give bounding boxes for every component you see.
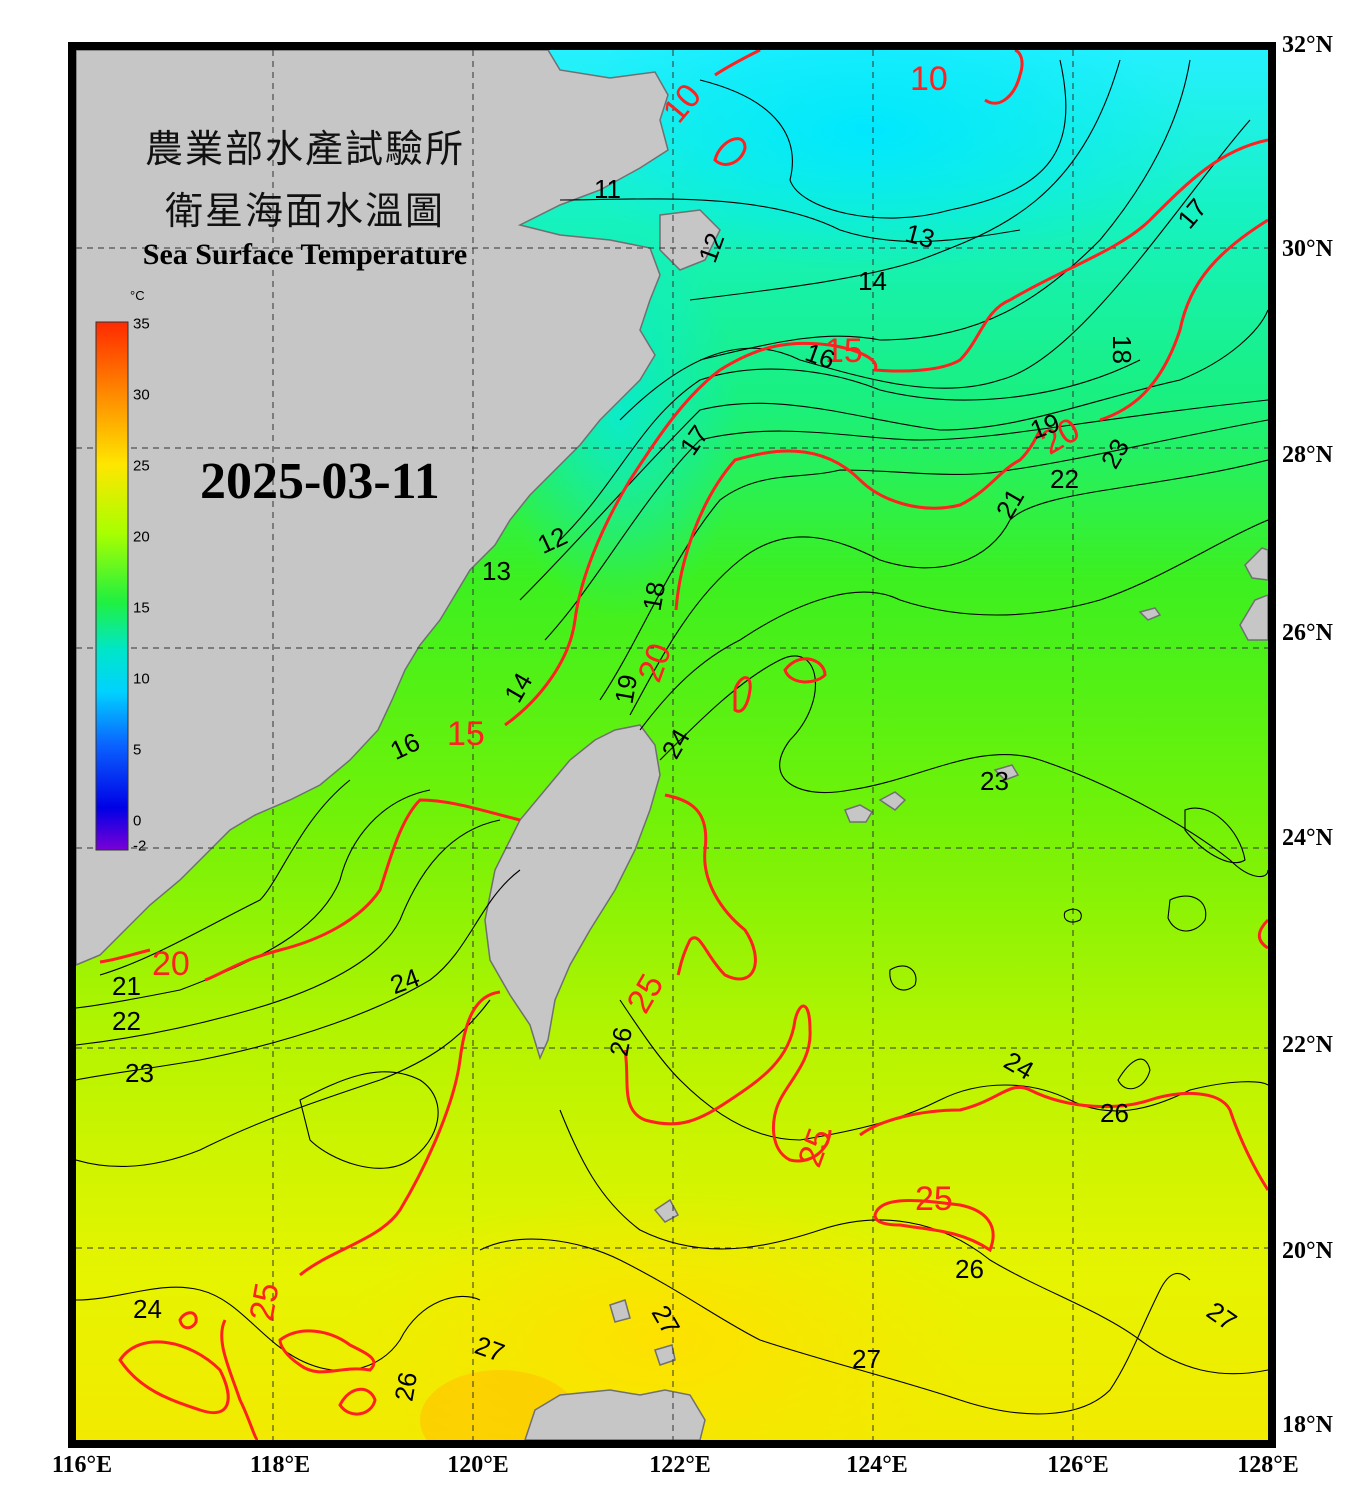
colorbar	[95, 321, 129, 851]
latitude-label: 32°N	[1282, 32, 1333, 58]
ryukyu-island-3	[993, 764, 1020, 781]
contour-label: 18	[1107, 335, 1137, 364]
contour-label: 26	[1100, 1098, 1129, 1128]
contour-label: 22	[1050, 464, 1079, 494]
isotherm-25-loop4	[338, 1387, 377, 1416]
isotherm-25-sw	[220, 1319, 259, 1440]
colorbar-tick: 30	[133, 386, 150, 404]
contour-label: 23	[125, 1058, 154, 1088]
philippine-island-1	[653, 1198, 680, 1223]
isotherm-25-loop3	[278, 1329, 376, 1374]
ryukyu-island-2	[878, 791, 907, 811]
contour-label: 22	[112, 1006, 141, 1036]
latitude-label: 26°N	[1282, 620, 1333, 646]
colorbar-tick: 25	[133, 457, 150, 475]
isotherm-20-loop2	[733, 676, 752, 713]
title-english: Sea Surface Temperature	[142, 238, 468, 271]
colorbar-tick: 15	[133, 599, 150, 617]
contour-label: 15	[447, 715, 485, 753]
latitude-label: 18°N	[1282, 1412, 1333, 1438]
contour-label: 10	[910, 60, 948, 98]
contour-label: 19	[609, 672, 644, 706]
contour-label: 21	[112, 971, 141, 1001]
latitude-label: 30°N	[1282, 236, 1333, 262]
isotherm-25-taiwan-east	[664, 793, 757, 981]
latitude-label: 24°N	[1282, 825, 1333, 851]
contour-label: 11	[594, 174, 621, 204]
contour-label: 27	[852, 1344, 881, 1374]
isotherm-25-loop5	[178, 1311, 198, 1330]
contour-label: 25	[243, 1280, 287, 1324]
map-frame	[68, 42, 1276, 1448]
isotherm-20-pos	[99, 948, 151, 964]
contour-label: 15	[825, 332, 863, 370]
graticule	[76, 50, 1268, 1440]
ryukyu-island-6	[1244, 547, 1268, 581]
colorbar-gradient	[95, 321, 129, 851]
colorbar-tick: 35	[133, 315, 150, 333]
isotherm-25-loop2	[118, 1340, 230, 1415]
contour-label: 14	[858, 266, 887, 296]
longitude-label: 128°E	[1237, 1452, 1299, 1478]
isotherm-15	[504, 138, 1268, 727]
isotherm-25-loop	[873, 1199, 995, 1253]
isotherm-20-loop	[783, 657, 827, 684]
isotherm-20-north	[674, 218, 1268, 611]
title-agency: 農業部水產試驗所	[144, 127, 465, 171]
ryukyu-island-5	[1239, 594, 1268, 641]
contour-label: 23	[980, 766, 1009, 796]
contour-label: 24	[133, 1294, 162, 1324]
colorbar-tick: 10	[133, 670, 150, 688]
ryukyu-island-1	[843, 804, 874, 823]
longitude-label: 126°E	[1047, 1452, 1109, 1478]
philippine-island-2	[609, 1299, 631, 1323]
colorbar-tick: 0	[133, 812, 142, 830]
contour-label: 13	[482, 556, 511, 586]
contour-label: 25	[915, 1180, 953, 1218]
colorbar-tick: -2	[133, 837, 147, 855]
contour-label: 18	[637, 579, 672, 613]
isotherm-20-coast	[204, 798, 521, 982]
longitude-label: 120°E	[447, 1452, 509, 1478]
ryukyu-island-4	[1138, 607, 1162, 621]
longitude-label: 118°E	[249, 1452, 311, 1478]
taiwan	[484, 724, 661, 1061]
longitude-label: 116°E	[51, 1452, 113, 1478]
isotherm-10-a	[714, 50, 761, 77]
mainland-china	[76, 50, 669, 966]
major-isotherms	[99, 50, 1268, 1440]
isotherm-10-c	[713, 137, 747, 166]
colorbar-unit: °C	[130, 288, 145, 303]
contour-label: 26	[389, 1370, 424, 1404]
longitude-label: 122°E	[649, 1452, 711, 1478]
isotherm-25-east	[859, 1085, 1268, 1191]
latitude-label: 20°N	[1282, 1238, 1333, 1264]
map-date: 2025-03-11	[200, 453, 440, 510]
latitude-label: 22°N	[1282, 1032, 1333, 1058]
latitude-label: 28°N	[1282, 442, 1333, 468]
contour-label: 26	[955, 1254, 984, 1284]
isotherm-25-west	[299, 990, 501, 1277]
colorbar-tick: 20	[133, 528, 150, 546]
colorbar-tick: 5	[133, 741, 142, 759]
luzon	[524, 1389, 706, 1440]
longitude-label: 124°E	[846, 1452, 908, 1478]
contour-label: 20	[152, 945, 190, 983]
philippine-island-3	[654, 1344, 676, 1366]
title-map: 衛星海面水溫圖	[164, 189, 445, 233]
zhoushan-islands	[659, 209, 721, 271]
isotherm-25-south	[623, 1004, 832, 1163]
isotherm-25-edge	[1257, 918, 1268, 950]
land-areas	[76, 50, 1268, 1440]
contour-label: 26	[604, 1025, 639, 1059]
isotherm-10-b	[984, 50, 1024, 105]
